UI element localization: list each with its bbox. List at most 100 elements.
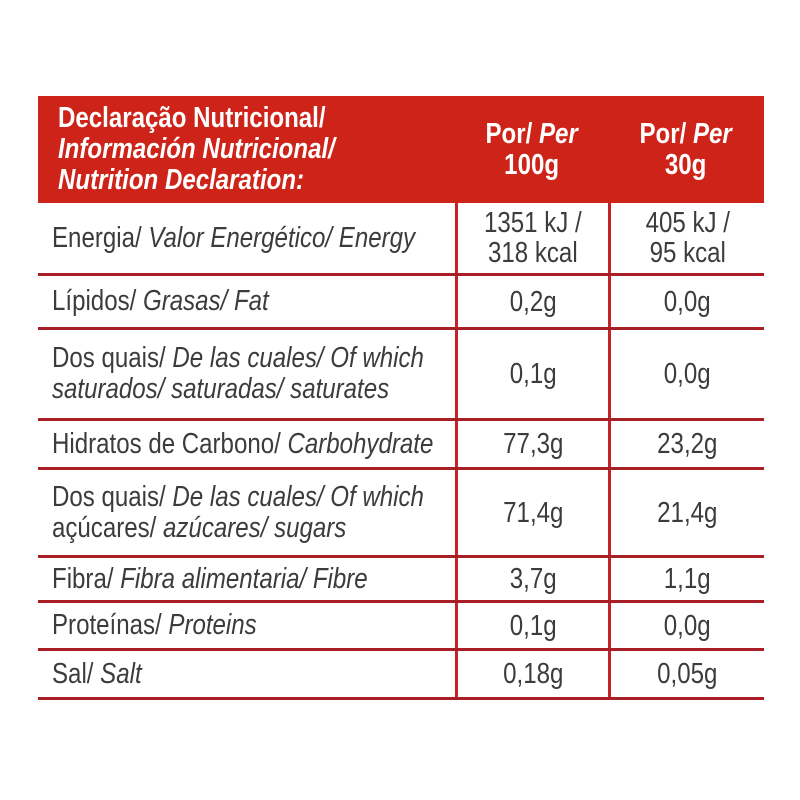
nutrition-table: Declaração Nutricional/Información Nutri… xyxy=(38,96,764,700)
value-per-100g-line: 0,2g xyxy=(509,285,557,318)
value-per-100g-line: 1351 kJ / xyxy=(484,207,582,239)
row-label-cell: Lípidos/ Grasas/ Fat xyxy=(38,276,455,327)
row-label-text: azúcares/ sugars xyxy=(156,511,347,544)
row-label-text: Proteins xyxy=(161,609,257,641)
header-col-word: Per xyxy=(693,117,733,150)
row-label-cell: Fibra/ Fibra alimentaria/ Fibre xyxy=(38,558,455,600)
row-label-text: açúcares/ xyxy=(52,511,157,544)
value-per-100g-cell: 71,4g xyxy=(455,470,608,555)
value-per-100g-line: 3,7g xyxy=(509,563,557,595)
value-per-30g-line: 1,1g xyxy=(664,563,711,595)
value-per-30g: 0,0g xyxy=(664,611,711,641)
row-label-text: Lípidos/ xyxy=(52,285,137,317)
value-per-100g-line: 318 kcal xyxy=(488,237,578,269)
row-label-line: Dos quais/ De las cuales/ Of which xyxy=(52,480,424,513)
header-col-line2: 100g xyxy=(504,148,559,181)
row-label-cell: Hidratos de Carbono/ Carbohydrate xyxy=(38,421,455,467)
value-per-30g-cell: 0,0g xyxy=(608,276,764,327)
value-per-30g: 0,0g xyxy=(664,287,711,317)
header-title-text: Nutrition Declaration: xyxy=(58,164,305,196)
value-per-30g: 21,4g xyxy=(657,498,717,528)
value-per-30g-cell: 0,0g xyxy=(608,603,764,648)
row-label-line: Hidratos de Carbono/ Carbohydrate xyxy=(52,427,433,460)
row-label-text: Hidratos de Carbono/ xyxy=(52,427,281,460)
value-per-100g-line: 0,1g xyxy=(509,358,557,390)
header-col-word: Por/ xyxy=(485,117,539,150)
value-per-30g-line: 0,0g xyxy=(664,609,711,642)
table-row: Proteínas/ Proteins 0,1g 0,0g xyxy=(38,600,764,648)
table-header: Declaração Nutricional/Información Nutri… xyxy=(38,96,764,203)
row-label-line: Dos quais/ De las cuales/ Of which xyxy=(52,343,424,374)
value-per-30g-cell: 21,4g xyxy=(608,470,764,555)
row-label: Lípidos/ Grasas/ Fat xyxy=(52,286,269,317)
row-label-line: saturados/ saturadas/ saturates xyxy=(52,374,424,405)
row-label-cell: Sal/ Salt xyxy=(38,651,455,697)
header-col-per-100g: Por/ Per 100g xyxy=(455,96,608,203)
value-per-100g: 77,3g xyxy=(503,429,563,459)
value-per-100g: 0,1g xyxy=(510,611,557,641)
row-label-text: De las cuales/ Of which xyxy=(165,342,424,374)
row-label-cell: Dos quais/ De las cuales/ Of which satura… xyxy=(38,330,455,418)
header-col-per-30g: Por/ Per 30g xyxy=(608,96,764,203)
value-per-100g-line: 77,3g xyxy=(502,428,564,460)
row-label-text: saturados/ saturadas/ saturates xyxy=(52,373,390,405)
row-label-text: Energia/ xyxy=(52,221,142,254)
row-label-line: Fibra/ Fibra alimentaria/ Fibre xyxy=(52,562,368,595)
table-body: Energia/ Valor Energético/ Energy 1351 kJ… xyxy=(38,203,764,700)
row-label-text: Dos quais/ xyxy=(52,480,166,513)
row-label-text: Dos quais/ xyxy=(52,342,166,374)
value-per-30g-cell: 1,1g xyxy=(608,558,764,600)
header-title-text: Declaração Nutricional/ xyxy=(58,102,326,134)
value-per-30g-line: 21,4g xyxy=(657,496,718,529)
row-label-text: Grasas/ Fat xyxy=(136,285,269,317)
value-per-100g-line: 71,4g xyxy=(502,496,564,529)
value-per-30g: 0,0g xyxy=(664,359,711,389)
value-per-30g-line: 0,0g xyxy=(664,358,711,390)
value-per-100g: 0,2g xyxy=(510,287,557,317)
value-per-30g: 1,1g xyxy=(664,564,711,594)
table-row: Lípidos/ Grasas/ Fat 0,2g 0,0g xyxy=(38,273,764,327)
table-row: Fibra/ Fibra alimentaria/ Fibre 3,7g 1,1g xyxy=(38,555,764,600)
value-per-100g: 3,7g xyxy=(510,564,557,594)
value-per-100g-line: 0,1g xyxy=(509,609,557,642)
header-title-line: Información Nutricional/ xyxy=(58,134,335,165)
row-label: Dos quais/ De las cuales/ Of which açúcar… xyxy=(52,480,424,544)
value-per-30g: 405 kJ /95 kcal xyxy=(645,208,729,268)
row-label-text: Salt xyxy=(93,657,142,690)
header-col-word: Por/ xyxy=(639,117,694,150)
row-label: Hidratos de Carbono/ Carbohydrate xyxy=(52,427,433,460)
row-label-line: Sal/ Salt xyxy=(52,657,142,690)
header-title: Declaração Nutricional/Información Nutri… xyxy=(58,103,335,196)
header-title-cell: Declaração Nutricional/Información Nutri… xyxy=(38,96,455,203)
value-per-30g-cell: 405 kJ /95 kcal xyxy=(608,203,764,273)
header-col-line2: 30g xyxy=(665,148,707,181)
row-label-text: De las cuales/ Of which xyxy=(165,480,424,513)
row-label-text: Fibra/ xyxy=(52,562,114,595)
value-per-100g: 71,4g xyxy=(503,498,563,528)
header-col-line1: Por/ Per xyxy=(485,117,577,150)
value-per-30g-line: 0,0g xyxy=(664,285,711,318)
value-per-100g-cell: 1351 kJ /318 kcal xyxy=(455,203,608,273)
value-per-100g-cell: 0,18g xyxy=(455,651,608,697)
value-per-30g: 0,05g xyxy=(657,659,717,689)
row-label: Energia/ Valor Energético/ Energy xyxy=(52,221,416,254)
header-title-line: Nutrition Declaration: xyxy=(58,165,335,196)
row-label-line: Lípidos/ Grasas/ Fat xyxy=(52,286,269,317)
value-per-30g-cell: 23,2g xyxy=(608,421,764,467)
value-per-30g-line: 23,2g xyxy=(657,428,718,460)
value-per-100g: 0,1g xyxy=(510,359,557,389)
table-row: Dos quais/ De las cuales/ Of which satura… xyxy=(38,327,764,418)
row-label-text: Valor Energético/ Energy xyxy=(141,221,416,254)
header-col-line1: Por/ Per xyxy=(639,117,733,150)
value-per-100g-cell: 0,2g xyxy=(455,276,608,327)
value-per-30g: 23,2g xyxy=(657,429,717,459)
value-per-30g-line: 405 kJ / xyxy=(645,207,730,239)
row-label: Proteínas/ Proteins xyxy=(52,610,257,641)
table-row: Dos quais/ De las cuales/ Of which açúcar… xyxy=(38,467,764,555)
row-label-line: Energia/ Valor Energético/ Energy xyxy=(52,221,416,254)
table-row: Sal/ Salt 0,18g 0,05g xyxy=(38,648,764,697)
row-label: Fibra/ Fibra alimentaria/ Fibre xyxy=(52,562,368,595)
row-label-text: Proteínas/ xyxy=(52,609,162,641)
value-per-30g-cell: 0,0g xyxy=(608,330,764,418)
